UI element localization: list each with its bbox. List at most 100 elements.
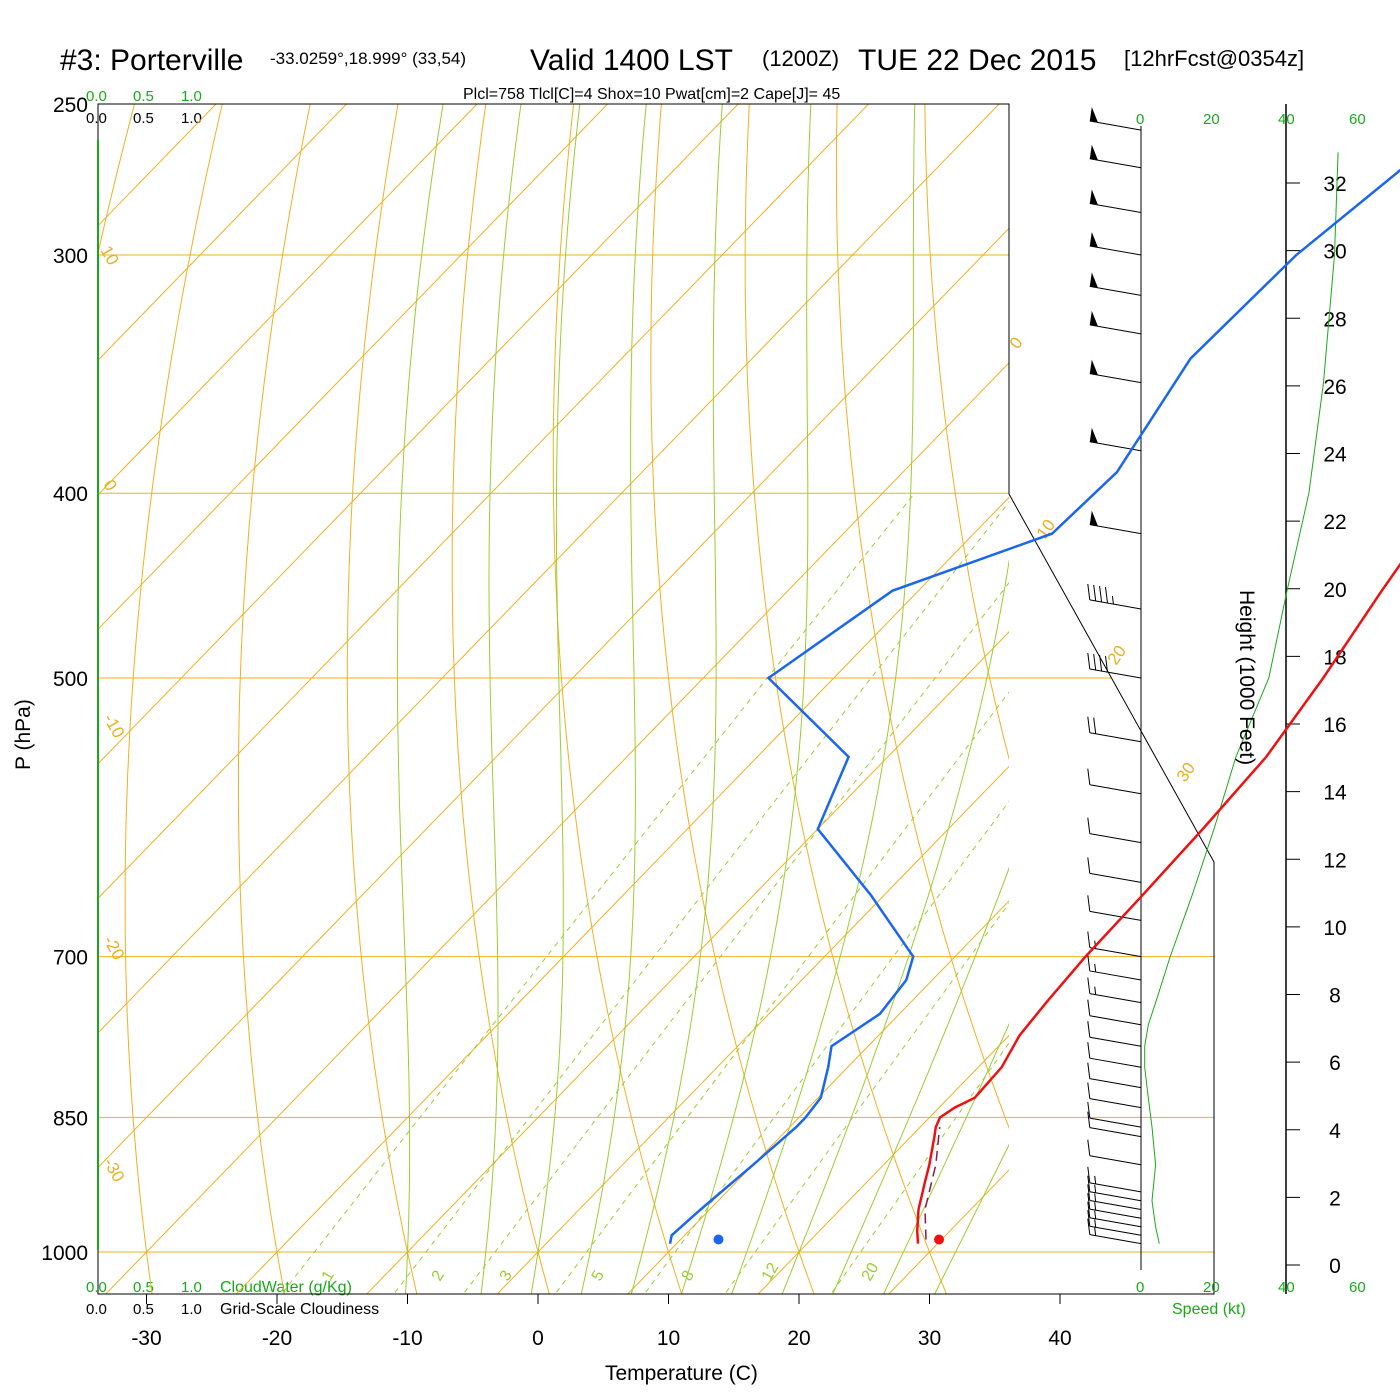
wind-barb-half <box>1094 1202 1097 1211</box>
moist-adiabat-8 <box>630 104 723 1294</box>
wind-barb-full <box>1087 954 1091 971</box>
wind-barb-full <box>1087 652 1091 670</box>
wind-barb <box>1089 310 1142 335</box>
dry-adiabat-30 <box>744 104 948 1294</box>
x-tick--30: -30 <box>131 1327 161 1350</box>
moist-adiabat--10 <box>396 104 444 1294</box>
wind-barb-staff <box>1089 1155 1142 1166</box>
wind-barb-flag <box>1089 510 1098 526</box>
wind-barb <box>1089 510 1142 535</box>
wind-barb <box>1089 359 1142 384</box>
wind-barb-full <box>1087 583 1091 600</box>
height-axis-label: Height (1000 Feet) <box>1235 590 1258 765</box>
pressure-tick-500: 500 <box>53 668 88 691</box>
wind-barb-full <box>1087 999 1091 1016</box>
moist-adiabat--4 <box>480 104 522 1294</box>
dry-adiabat-label-7: 20 <box>1104 642 1130 668</box>
wind-barb-half <box>1094 1210 1097 1219</box>
dry-adiabat--10 <box>346 104 418 1294</box>
wind-barb <box>1087 895 1142 921</box>
wind-barb-staff <box>1089 833 1142 844</box>
wind-barb-staff <box>1089 1117 1142 1128</box>
isotherm-0 <box>496 765 1009 1294</box>
height-tick-16: 16 <box>1323 714 1346 737</box>
height-tick-12: 12 <box>1323 849 1346 872</box>
speed-axis-top: 0 20 40 60 <box>1136 111 1366 128</box>
station-title: #3: Porterville <box>60 44 243 77</box>
dry-adiabat--20 <box>237 104 311 1294</box>
wind-barb-half <box>1094 963 1097 973</box>
wind-barb-full <box>1087 895 1091 912</box>
wind-barb-flag <box>1089 310 1098 326</box>
wind-barb <box>1089 144 1142 169</box>
wind-barb-staff <box>1089 245 1142 256</box>
wind-barb-staff <box>1089 872 1142 883</box>
wind-barb <box>1089 231 1142 256</box>
wind-barb-full <box>1099 585 1103 603</box>
wind-barb-staff <box>1089 1234 1142 1245</box>
wind-barb-staff <box>1089 1078 1142 1089</box>
mixing-ratio-label-12: 12 <box>759 1260 783 1284</box>
wind-barb-staff <box>1089 784 1142 795</box>
isotherm--90 <box>98 104 478 496</box>
speed-tick-bottom-0: 0 <box>1136 1279 1144 1296</box>
height-tick-26: 26 <box>1323 376 1346 399</box>
moist-adiabat-0 <box>530 104 581 1294</box>
wind-barb-full <box>1093 653 1097 671</box>
cloudiness-tick-bottom-1: 0.5 <box>133 1301 154 1318</box>
x-axis-ticks: -30 -20 -10 0 10 20 30 40 <box>131 1294 1072 1350</box>
isotherm--20 <box>235 496 1009 1294</box>
wind-barb-flag <box>1089 107 1098 123</box>
surface-temperature-point <box>934 1234 945 1245</box>
wind-barb-full <box>1087 1175 1091 1192</box>
dry-adiabat-50 <box>924 104 1009 761</box>
moist-adiabat-12 <box>680 104 812 1294</box>
speed-tick-top-2: 40 <box>1278 111 1295 128</box>
dry-adiabat-40 <box>835 104 1009 1130</box>
speed-tick-top-1: 20 <box>1203 111 1220 128</box>
height-tick-8: 8 <box>1329 985 1341 1008</box>
moist-adiabat-16 <box>731 104 916 1294</box>
wind-barb-staff <box>1089 947 1142 958</box>
cloudwater-tick-top-1: 0.5 <box>133 88 154 105</box>
wind-barb-staff <box>1089 970 1142 981</box>
wind-barb-half <box>1094 1175 1097 1184</box>
x-axis-label: Temperature (C) <box>605 1362 758 1385</box>
wind-barb-staff <box>1089 202 1142 213</box>
valid-time: Valid 1400 LST <box>530 44 733 77</box>
cloudiness-tick-top-2: 1.0 <box>181 110 202 127</box>
wind-barb-full <box>1105 656 1109 673</box>
wind-barb-staff <box>1089 1217 1142 1228</box>
speed-axis-label: Speed (kt) <box>1172 1301 1246 1318</box>
dry-adiabat-0 <box>451 104 550 1294</box>
wind-barb-half <box>1094 1193 1097 1202</box>
wind-barb-full <box>1087 1166 1091 1183</box>
zulu-time: (1200Z) <box>762 46 839 71</box>
wind-barb <box>1087 1193 1142 1219</box>
mixing-ratio-label-8: 8 <box>679 1268 698 1284</box>
wind-barb-full <box>1087 1201 1091 1218</box>
pressure-tick-850: 850 <box>53 1107 88 1130</box>
mixing-ratio-12 <box>724 902 1009 1294</box>
moist-adiabat-24 <box>832 866 1009 1294</box>
dry-adiabat-label-0: 10 <box>97 243 123 269</box>
height-tick-28: 28 <box>1323 308 1346 331</box>
mixing-ratio-3 <box>462 581 1009 1294</box>
wind-barb-half <box>1094 986 1097 995</box>
wind-barb <box>1089 272 1142 296</box>
wind-barb-full <box>1087 768 1091 785</box>
mixing-ratio-lines <box>281 492 1009 1294</box>
isotherm--80 <box>98 104 609 631</box>
moist-adiabat-28 <box>883 1023 1009 1294</box>
height-tick-4: 4 <box>1329 1120 1341 1143</box>
wind-barb-flag <box>1089 189 1098 205</box>
moist-adiabat-20 <box>781 558 1009 1294</box>
mixing-ratio-5 <box>554 691 1009 1294</box>
wind-barb-full <box>1087 1139 1091 1156</box>
height-tick-24: 24 <box>1323 444 1347 467</box>
wind-barb-flag <box>1089 359 1098 375</box>
moist-adiabats <box>396 104 1009 1294</box>
mixing-ratio-label-2: 2 <box>429 1268 448 1284</box>
